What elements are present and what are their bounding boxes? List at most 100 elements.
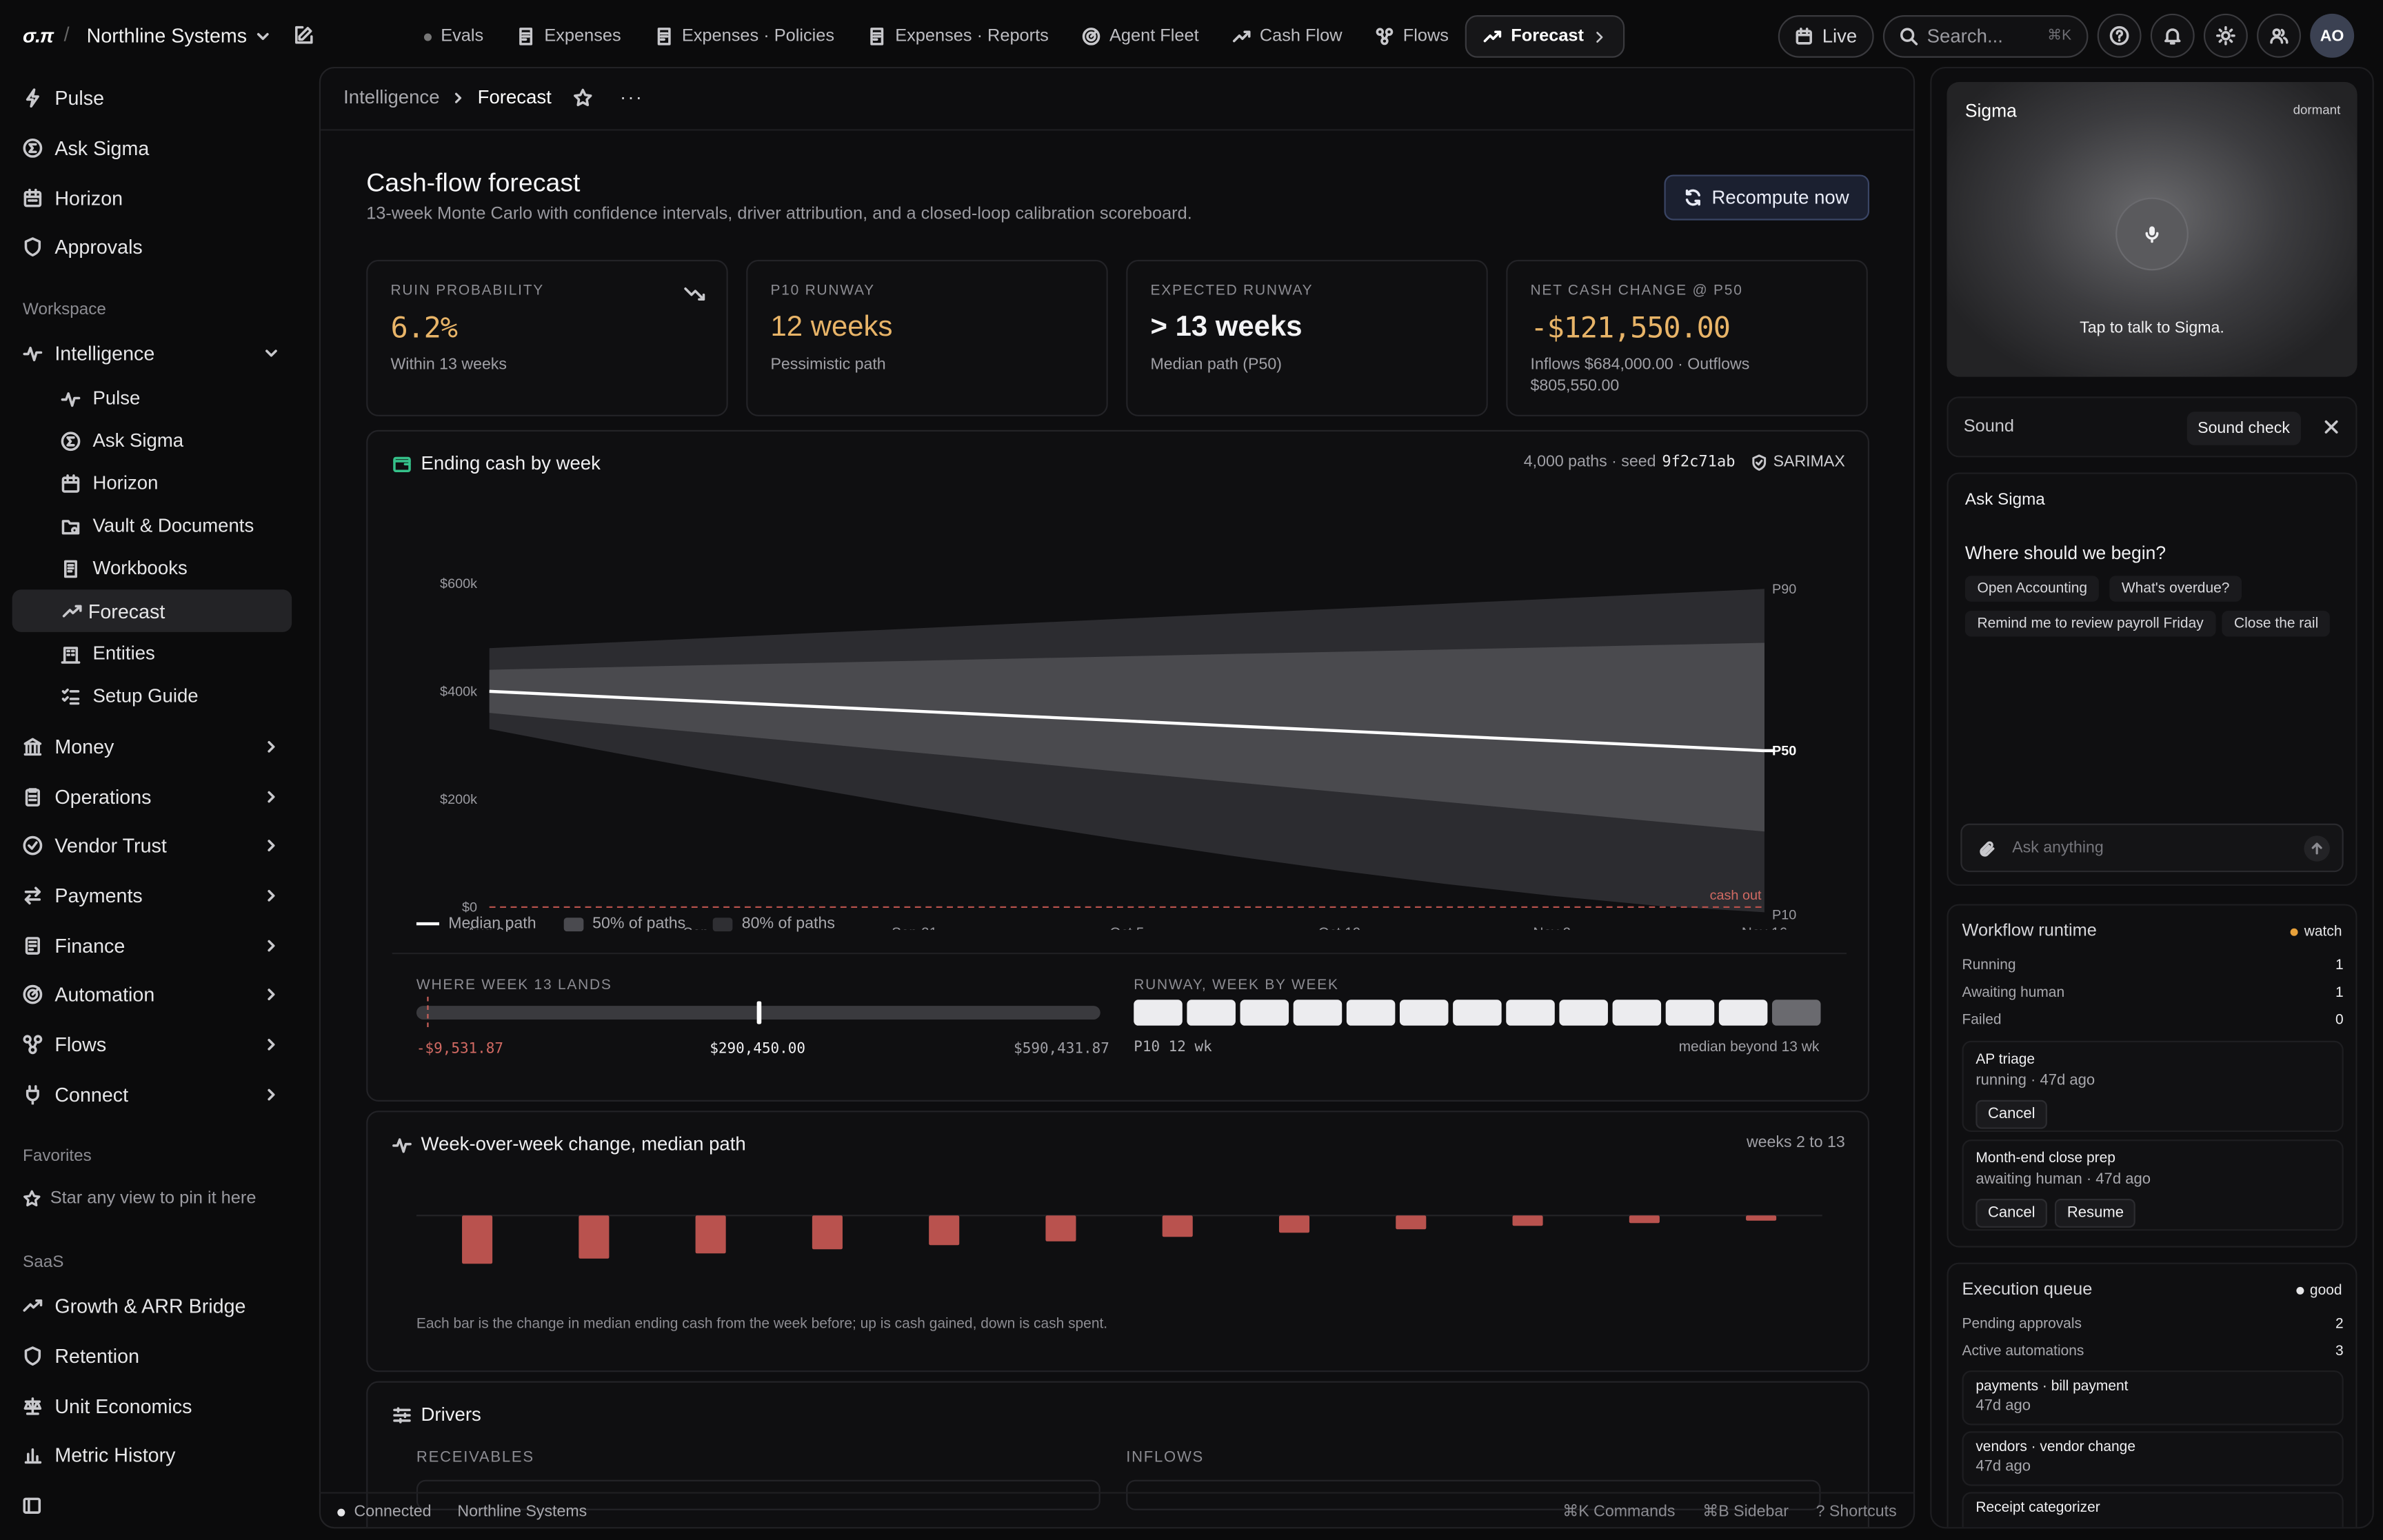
sidebar-item-intel-ask-sigma[interactable]: Ask Sigma — [50, 419, 292, 462]
cancel-button[interactable]: Cancel — [1975, 1199, 2048, 1228]
transfer-icon — [24, 886, 41, 904]
job-name: AP triage — [1975, 1051, 2035, 1068]
job-name: Month-end close prep — [1975, 1150, 2115, 1167]
tab-label: Expenses — [544, 27, 621, 46]
sidebar-item-operations[interactable]: Operations — [12, 775, 292, 818]
close-icon[interactable] — [2322, 418, 2340, 436]
breadcrumb-current: Forecast — [477, 86, 552, 108]
flows-icon — [23, 1034, 43, 1054]
status-dot — [2296, 1286, 2304, 1295]
suggestion-chip[interactable]: What's overdue? — [2109, 576, 2242, 602]
bank-icon — [23, 737, 42, 755]
sidebar-item-forecast[interactable]: Forecast — [12, 589, 292, 632]
send-button[interactable] — [2304, 835, 2330, 862]
sidebar-item-unit-economics[interactable]: Unit Economics — [12, 1384, 292, 1427]
sidebar-item-pulse[interactable]: Pulse — [12, 76, 292, 119]
sidebar-item-entities[interactable]: Entities — [50, 632, 292, 675]
trend-up-icon — [1232, 30, 1251, 43]
runway-week-cell — [1453, 1000, 1502, 1026]
sidebar-item-intel-horizon[interactable]: Horizon — [50, 462, 292, 505]
metric-label: Failed — [1962, 1011, 2002, 1029]
avatar[interactable]: AO — [2310, 13, 2355, 58]
sidebar-item-intelligence[interactable]: Intelligence — [12, 331, 292, 374]
team-button[interactable] — [2256, 13, 2301, 58]
sidebar-item-vault[interactable]: Vault & Documents — [50, 505, 292, 547]
sidebar-item-finance[interactable]: Finance — [12, 924, 292, 966]
compose-icon[interactable] — [293, 24, 314, 45]
sidebar-item-vendor-trust[interactable]: Vendor Trust — [12, 824, 292, 867]
sidebar-item-payments[interactable]: Payments — [12, 873, 292, 916]
breadcrumb-parent[interactable]: Intelligence — [343, 86, 440, 108]
badge-text: watch — [2304, 924, 2342, 941]
tab-forecast[interactable]: Forecast — [1465, 15, 1625, 58]
sidebar-item-label: Forecast — [88, 599, 165, 622]
sigma-icon — [23, 137, 43, 157]
org-switcher[interactable]: Northline Systems — [87, 24, 272, 47]
tab-agent-fleet[interactable]: Agent Fleet — [1065, 15, 1216, 58]
queue-item[interactable]: payments · bill payment 47d ago — [1962, 1370, 2344, 1426]
help-button[interactable] — [2097, 13, 2142, 58]
sidebar-item-label: Horizon — [54, 186, 123, 210]
tab-expenses-reports[interactable]: Expenses · Reports — [851, 15, 1065, 58]
sidebar-item-setup-guide[interactable]: Setup Guide — [50, 675, 292, 718]
tab-flows[interactable]: Flows — [1359, 15, 1465, 58]
recompute-button[interactable]: Recompute now — [1664, 174, 1870, 221]
cancel-button[interactable]: Cancel — [1975, 1100, 2048, 1129]
shield-icon — [24, 236, 41, 256]
driver-row[interactable] — [416, 1479, 1100, 1510]
notifications-button[interactable] — [2150, 13, 2195, 58]
sidebar-item-automation[interactable]: Automation — [12, 973, 292, 1015]
sidebar-item-label: Ask Sigma — [92, 429, 184, 452]
shortcut-commands[interactable]: ⌘K Commands — [1562, 1502, 1676, 1521]
sigma-state: dormant — [2293, 101, 2341, 117]
sidebar-item-growth[interactable]: Growth & ARR Bridge — [12, 1284, 292, 1326]
sidebar-item-connect[interactable]: Connect — [12, 1073, 292, 1115]
shortcut-help[interactable]: ? Shortcuts — [1816, 1502, 1897, 1521]
x-tick-label: Nov 16 — [1742, 925, 1787, 930]
card-title: Drivers — [421, 1404, 481, 1426]
paperclip-icon[interactable] — [1979, 840, 1997, 858]
tab-expenses[interactable]: Expenses — [500, 15, 638, 58]
app-logo[interactable]: σ.π — [23, 24, 54, 48]
tab-evals[interactable]: Evals — [408, 15, 501, 58]
tab-expenses-policies[interactable]: Expenses · Policies — [638, 15, 851, 58]
shortcut-sidebar[interactable]: ⌘B Sidebar — [1702, 1502, 1789, 1521]
chevron-right-icon — [455, 92, 462, 103]
live-button[interactable]: Live — [1778, 14, 1874, 57]
sidebar-item-horizon[interactable]: Horizon — [12, 176, 292, 219]
sidebar-item-approvals[interactable]: Approvals — [12, 225, 292, 267]
sidebar-item-intel-pulse[interactable]: Pulse — [50, 377, 292, 420]
driver-row[interactable] — [1126, 1479, 1821, 1510]
sidebar-item-metric-history[interactable]: Metric History — [12, 1432, 292, 1475]
suggestion-chip[interactable]: Close the rail — [2222, 611, 2331, 637]
suggestion-chip[interactable]: Open Accounting — [1964, 576, 2100, 602]
sidebar-item-flows[interactable]: Flows — [12, 1022, 292, 1065]
job-status: awaiting human · 47d ago — [1975, 1171, 2151, 1188]
star-icon[interactable] — [573, 88, 593, 108]
search-input[interactable]: Search... ⌘K — [1882, 14, 2089, 57]
more-options-icon[interactable]: ··· — [620, 86, 644, 108]
queue-item[interactable]: Receipt categorizer — [1962, 1492, 2344, 1528]
sidebar-item-retention[interactable]: Retention — [12, 1334, 292, 1377]
sidebar-toggle-icon[interactable] — [23, 1497, 41, 1514]
sound-check-button[interactable]: Sound check — [2186, 412, 2301, 445]
search-shortcut: ⌘K — [2047, 27, 2072, 44]
theme-button[interactable] — [2203, 13, 2248, 58]
queue-item-name: payments · bill payment — [1975, 1378, 2129, 1395]
resume-button[interactable]: Resume — [2055, 1199, 2136, 1228]
sidebar-item-ask-sigma[interactable]: Ask Sigma — [12, 126, 292, 169]
tab-label: Flows — [1402, 27, 1449, 46]
radar-icon — [23, 984, 43, 1004]
mic-button[interactable] — [2117, 199, 2187, 270]
x-tick-label: Oct 5 — [1109, 925, 1144, 930]
sigma-title: Sigma — [1964, 100, 2017, 122]
legend-50: 50% of paths — [563, 915, 685, 933]
tab-cash-flow[interactable]: Cash Flow — [1216, 15, 1359, 58]
queue-item[interactable]: vendors · vendor change 47d ago — [1962, 1431, 2344, 1486]
week13-high: $590,431.87 — [1014, 1040, 1109, 1058]
suggestion-chip[interactable]: Remind me to review payroll Friday — [1964, 611, 2216, 637]
sigma-voice-card[interactable]: Sigma dormant Tap to talk to Sigma. — [1947, 82, 2357, 377]
sidebar-item-money[interactable]: Money — [12, 725, 292, 767]
ask-input[interactable]: Ask anything — [1960, 823, 2344, 873]
sidebar-item-workbooks[interactable]: Workbooks — [50, 547, 292, 589]
